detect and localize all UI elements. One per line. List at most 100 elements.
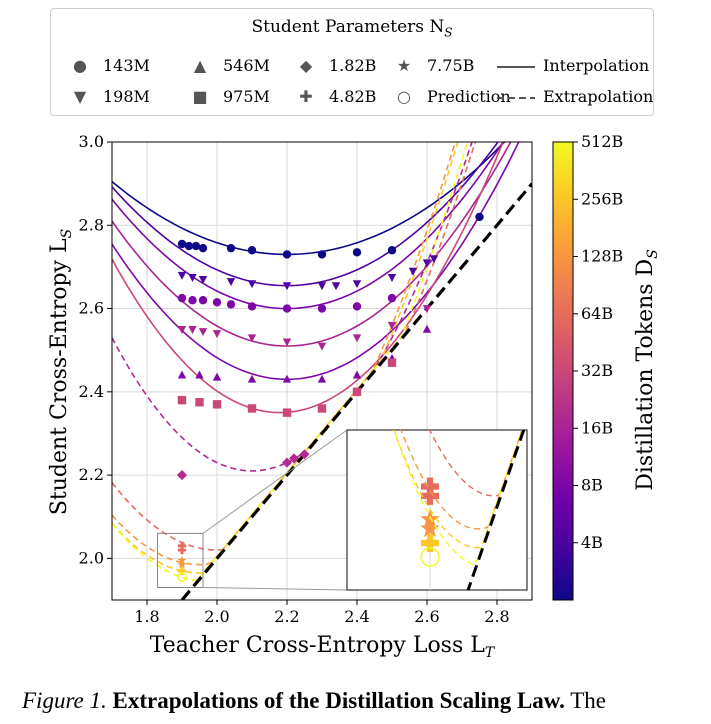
data-point: [212, 372, 222, 381]
x-tick-label: 2.8: [484, 607, 509, 626]
fit-curve: [112, 142, 505, 310]
data-point: [195, 370, 204, 379]
colorbar-tick-label: 4B: [581, 533, 603, 552]
data-point: [352, 334, 362, 343]
data-point: [352, 280, 362, 289]
zoom-inset: [157, 429, 528, 591]
data-point: [317, 404, 327, 413]
data-point: [422, 324, 432, 333]
colorbar-tick-label: 16B: [581, 418, 613, 437]
data-point: [177, 559, 187, 569]
inset-content: [393, 430, 526, 590]
x-tick-label: 2.4: [344, 607, 369, 626]
axes-frame: [111, 141, 533, 601]
data-point: [282, 304, 292, 313]
data-point: [317, 250, 327, 259]
legend-item-label: 198M: [103, 87, 150, 106]
legend-item: ★ 7.75B: [395, 55, 475, 77]
data-point: [317, 342, 327, 351]
data-point: [288, 453, 300, 464]
data-point: [247, 302, 257, 311]
marker-diamond-icon: ◆: [299, 56, 313, 75]
legend: Student Parameters NS ● 143M ▲ 546M ◆ 1.82B ★ 7…: [50, 8, 654, 116]
caption-label: Figure 1.: [22, 688, 107, 713]
inset-curve: [393, 430, 523, 566]
inset-curve: [400, 430, 523, 530]
data-point: [352, 370, 362, 379]
data-point: [176, 470, 188, 481]
colorbar-tick-label: 512B: [581, 132, 623, 151]
colorbar-tick-label: 128B: [581, 247, 623, 266]
data-point: [352, 302, 362, 311]
data-point: [198, 328, 208, 337]
data-point: [247, 334, 257, 343]
data-point: [184, 241, 194, 251]
legend-item: ✚ 4.82B: [297, 86, 376, 108]
data-point: [195, 398, 204, 407]
inset-connector: [202, 587, 348, 591]
data-point: [177, 370, 187, 379]
x-tick-label: 2.2: [274, 607, 299, 626]
data-point: [282, 374, 292, 383]
axes: 1.8 2.0 2.2 2.4 2.6 2.8 2.0 2.2 2.4 2.6 2.8 3.0: [79, 132, 533, 626]
x-axis-label: Teacher Cross-Entropy Loss LT: [150, 633, 496, 661]
data-point: [247, 246, 257, 255]
marker-square-icon: ■: [192, 87, 208, 106]
legend-item-label: Prediction: [427, 87, 511, 106]
figure: 1.8 2.0 2.2 2.4 2.6 2.8 2.0 2.2 2.4 2.6 2.8 3.0 4B 8…: [47, 132, 661, 661]
colorbar-tick-label: 256B: [581, 189, 623, 208]
data-point: [177, 239, 187, 249]
legend-item: ● 143M: [71, 55, 150, 77]
y-tick-label: 2.2: [79, 465, 104, 484]
colorbar-tick-label: 8B: [581, 476, 603, 495]
data-point: [247, 280, 257, 289]
data-point: [247, 404, 257, 413]
data-point: [420, 547, 440, 567]
data-point: [188, 273, 197, 282]
marker-star-icon: ★: [396, 56, 412, 75]
data-point: [421, 486, 439, 505]
inset-frame: [346, 429, 528, 591]
legend-item-label: 975M: [223, 87, 270, 106]
legend-item: ▲ 546M: [191, 55, 270, 77]
x-tick-label: 1.8: [134, 607, 159, 626]
data-point: [422, 259, 432, 268]
x-tick-label: 2.0: [204, 607, 229, 626]
marker-open-circle-icon: ○: [397, 87, 411, 106]
data-point: [198, 296, 208, 305]
data-point: [421, 477, 439, 496]
data-point: [317, 304, 327, 313]
colorbar: 4B 8B 16B 32B 64B 128B 256B 512B: [552, 132, 623, 601]
y-tick-label: 3.0: [79, 132, 104, 151]
data-point: [299, 449, 310, 460]
data-point: [429, 255, 439, 264]
legend-extrapolation: Extrapolation: [495, 86, 653, 108]
data-point: [387, 273, 397, 282]
data-point: [198, 243, 208, 253]
legend-item: ○ Prediction: [395, 86, 511, 108]
data-point: [177, 271, 187, 280]
data-point: [177, 572, 187, 583]
data-point: [282, 250, 292, 259]
data-point: [387, 293, 397, 303]
data-point: [188, 326, 197, 334]
caption-bold: Extrapolations of the Distillation Scali…: [112, 688, 565, 713]
y-tick-label: 2.0: [79, 548, 104, 567]
data-point: [317, 282, 327, 291]
y-tick-label: 2.4: [79, 382, 104, 401]
legend-item: ■ 975M: [191, 86, 270, 108]
colorbar-tick-label: 64B: [581, 304, 613, 323]
data-point: [420, 509, 440, 528]
data-point: [212, 298, 222, 307]
data-point: [422, 305, 432, 314]
y-tick-label: 2.8: [79, 215, 104, 234]
marker-triangle-up-icon: ▲: [193, 56, 207, 75]
data-point: [387, 358, 397, 367]
marker-plus-icon: ✚: [299, 87, 313, 106]
data-point: [247, 374, 257, 383]
data-point: [352, 387, 362, 397]
data-point: [177, 566, 187, 576]
data-point: [408, 267, 418, 276]
data-point: [420, 518, 440, 538]
legend-item-label: 546M: [223, 56, 270, 75]
